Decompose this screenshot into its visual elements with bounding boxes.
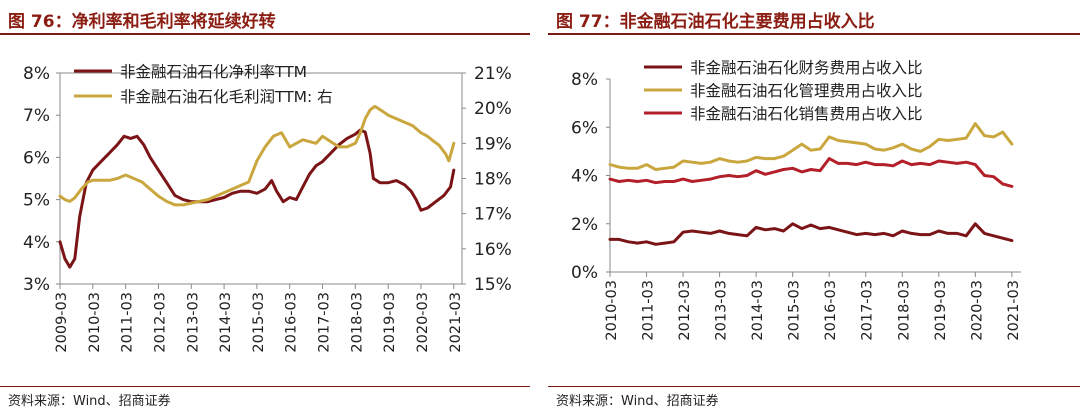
source-divider (548, 386, 1080, 387)
x-tick-label: 2015-03 (251, 292, 267, 353)
y-right-tick-label: 15% (474, 275, 512, 295)
chart-title-bar: 图 77：非金融石油石化主要费用占收入比 (548, 0, 1080, 35)
y-right-tick-label: 17% (474, 205, 512, 225)
x-tick-label: 2021-03 (1006, 280, 1022, 341)
y-left-tick-label: 7% (23, 106, 50, 126)
y-right-tick-label: 16% (474, 240, 512, 260)
y-tick-label: 2% (571, 215, 598, 235)
y-tick-label: 0% (571, 263, 598, 283)
y-left-tick-label: 4% (23, 233, 50, 253)
x-tick-label: 2017-03 (317, 292, 333, 353)
chart-source: 资料来源：Wind、招商证券 (556, 394, 719, 409)
y-right-tick-label: 21% (474, 64, 512, 84)
y-tick-label: 4% (571, 167, 598, 187)
chart-expense-ratios: 0% 2% 4% 6% 8% 2010-03 2011-03 2012-03 2013-03 20… (571, 59, 1022, 341)
x-tick-label: 2017-03 (860, 280, 876, 341)
y-left-tick-label: 6% (23, 148, 50, 168)
x-tick-label: 2012-03 (677, 280, 693, 341)
y-left-tick-label: 3% (23, 275, 50, 295)
legend-label: 非金融石油石化销售费用占收入比 (690, 105, 923, 123)
x-tick-label: 2011-03 (120, 292, 136, 353)
y-right-tick-label: 20% (474, 99, 512, 119)
y-tick-label: 8% (571, 70, 598, 90)
x-tick-label: 2010-03 (87, 292, 103, 353)
y-right-tick-label: 19% (474, 134, 512, 154)
x-tick-label: 2011-03 (641, 280, 657, 341)
chart-source: 资料来源：Wind、招商证券 (8, 394, 171, 409)
source-divider (0, 386, 530, 387)
legend-label: 非金融石油石化管理费用占收入比 (690, 82, 923, 100)
series-line-net-margin (58, 128, 456, 269)
x-tick-label: 2012-03 (152, 292, 168, 353)
legend-label: 非金融石油石化财务费用占收入比 (690, 59, 923, 77)
x-tick-label: 2016-03 (284, 292, 300, 353)
y-tick-label: 6% (571, 118, 598, 138)
x-tick-label: 2016-03 (823, 280, 839, 341)
series-line-admin-expense (608, 122, 1014, 171)
y-left-tick-label: 8% (23, 64, 50, 84)
x-tick-label: 2020-03 (969, 280, 985, 341)
series-line-selling-expense (608, 157, 1014, 188)
x-tick-label: 2014-03 (750, 280, 766, 341)
chart-title: 图 77：非金融石油石化主要费用占收入比 (556, 12, 875, 32)
x-tick-label: 2019-03 (933, 280, 949, 341)
x-tick-label: 2009-03 (54, 292, 70, 353)
x-tick-label: 2018-03 (349, 292, 365, 353)
x-tick-label: 2010-03 (604, 280, 620, 341)
chart-panel-expense-ratios: 图 77：非金融石油石化主要费用占收入比 0% 2% 4% 6% 8% 2010-03 20… (548, 0, 1080, 415)
chart-net-gross-margin: 3% 4% 5% 6% 7% 8% 15% 16% 17% 18% 19% 20% 21% 2009-03… (23, 63, 512, 353)
x-tick-label: 2014-03 (218, 292, 234, 353)
x-tick-label: 2019-03 (382, 292, 398, 353)
x-tick-label: 2013-03 (714, 280, 730, 341)
x-tick-label: 2013-03 (185, 292, 201, 353)
y-right-tick-label: 18% (474, 170, 512, 190)
x-tick-label: 2021-03 (448, 292, 464, 353)
chart-panel-net-gross-margin: 图 76：净利率和毛利率将延续好转 3% 4% 5% 6% 7% 8% 15% 16% 17% 1… (0, 0, 530, 415)
series-line-gross-profit (58, 104, 456, 207)
chart-title: 图 76：净利率和毛利率将延续好转 (8, 12, 276, 32)
legend-label: 非金融石油石化净利率TTM (120, 63, 307, 81)
chart-title-bar: 图 76：净利率和毛利率将延续好转 (0, 0, 530, 35)
x-tick-label: 2015-03 (787, 280, 803, 341)
x-tick-label: 2018-03 (896, 280, 912, 341)
series-line-financial-expense (608, 222, 1014, 246)
legend-label: 非金融石油石化毛利润TTM: 右 (120, 88, 333, 106)
x-tick-label: 2020-03 (415, 292, 431, 353)
y-left-tick-label: 5% (23, 191, 50, 211)
